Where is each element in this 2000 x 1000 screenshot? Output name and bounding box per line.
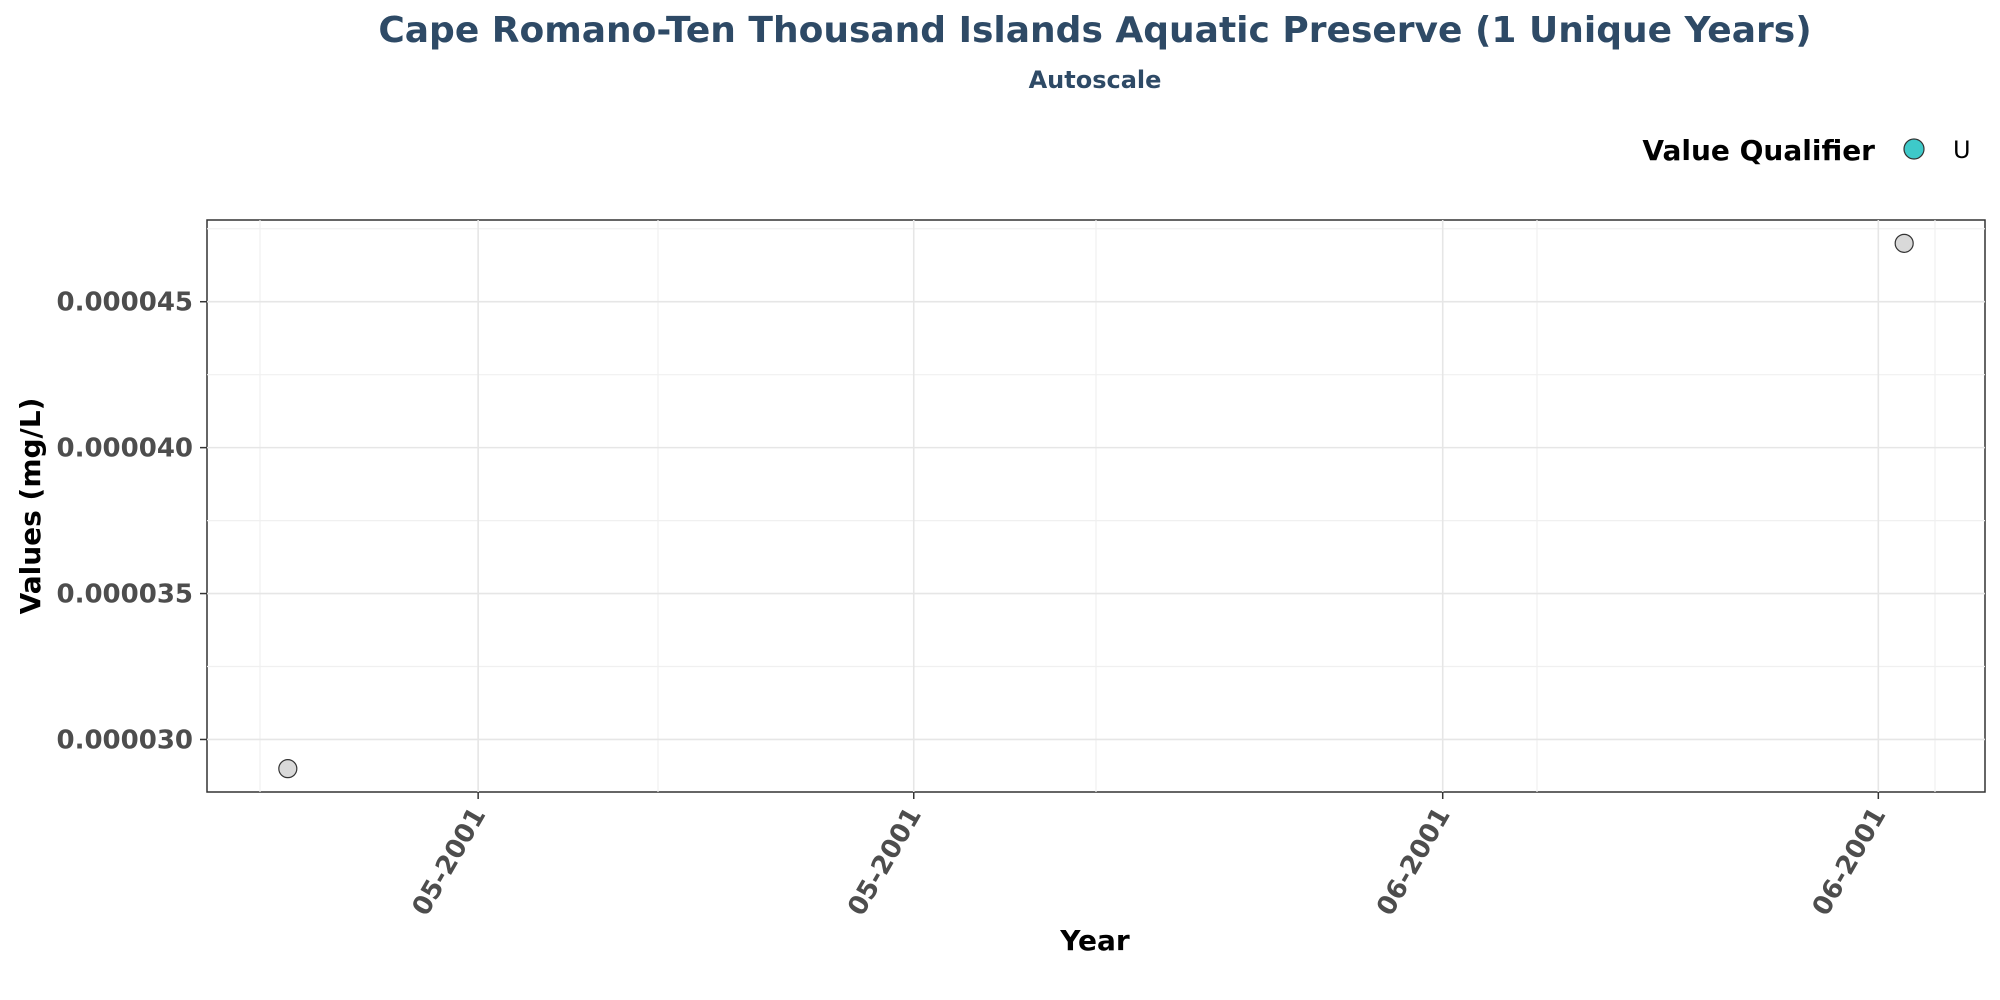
y-tick-label: 0.000030 bbox=[56, 725, 193, 755]
legend: Value Qualifier U bbox=[1642, 134, 1970, 167]
x-tick-label: 05-2001 bbox=[407, 803, 493, 921]
x-axis-title: Year bbox=[1059, 924, 1130, 957]
x-tick-label: 06-2001 bbox=[1371, 803, 1457, 921]
x-tick-label: 05-2001 bbox=[842, 803, 928, 921]
data-point bbox=[1894, 233, 1914, 253]
y-axis-title: Values (mg/L) bbox=[14, 398, 47, 615]
legend-label: U bbox=[1953, 136, 1971, 164]
y-tick-label: 0.000045 bbox=[56, 288, 193, 318]
chart-subtitle: Autoscale bbox=[1029, 66, 1162, 94]
y-tick-label: 0.000040 bbox=[56, 434, 193, 464]
x-tick-label: 06-2001 bbox=[1807, 803, 1893, 921]
legend-key bbox=[1903, 138, 1925, 160]
y-tick-label: 0.000035 bbox=[56, 580, 193, 610]
data-point bbox=[278, 759, 298, 779]
legend-title: Value Qualifier bbox=[1642, 134, 1875, 167]
chart-title: Cape Romano-Ten Thousand Islands Aquatic… bbox=[378, 10, 1811, 51]
